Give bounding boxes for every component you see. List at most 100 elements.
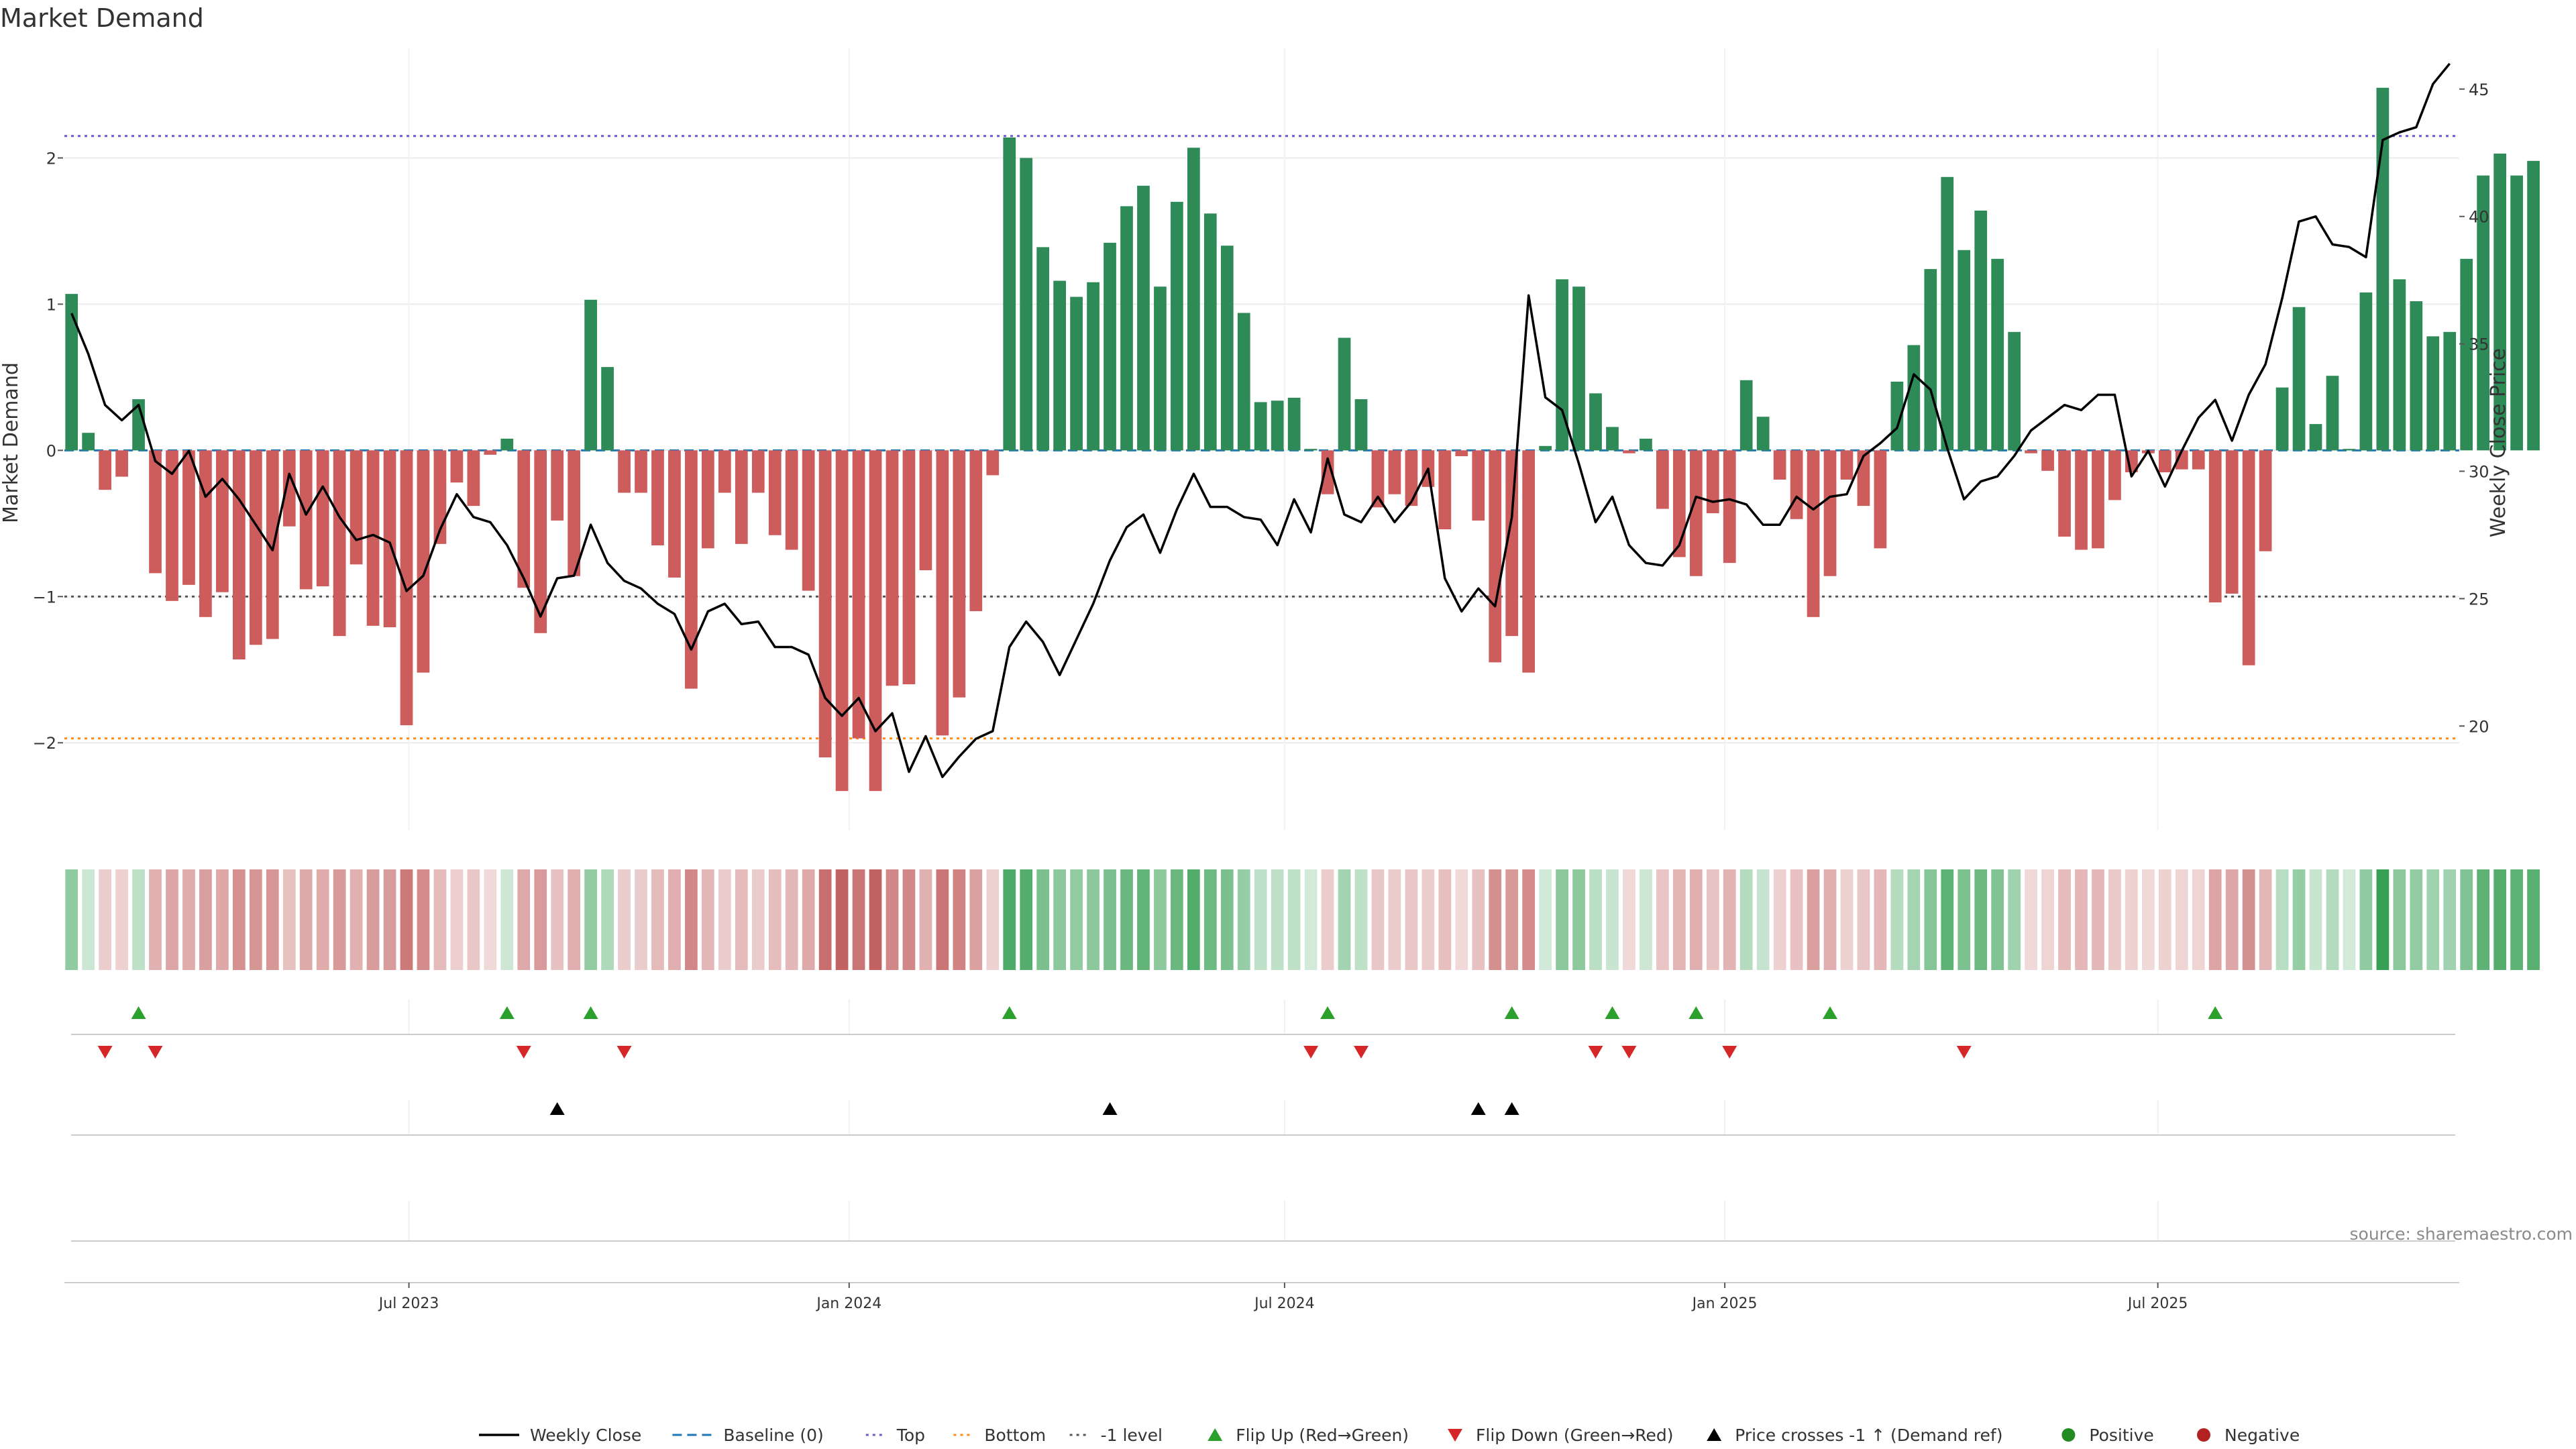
flip-up-marker — [1320, 1006, 1336, 1019]
heat-cell — [902, 869, 916, 970]
demand-bar — [869, 450, 882, 792]
heat-cell — [2025, 869, 2037, 970]
demand-bar — [2376, 87, 2390, 451]
heat-cell — [2292, 869, 2306, 970]
demand-bar — [685, 450, 698, 689]
demand-bar — [1773, 450, 1786, 480]
demand-bar — [249, 450, 262, 645]
heat-cell — [333, 869, 346, 970]
demand-bar — [1823, 450, 1837, 576]
heat-cell — [685, 869, 698, 970]
heat-cell — [2443, 869, 2457, 970]
demand-bar — [1489, 450, 1502, 663]
y2-axis-label: Weekly Close Price — [2487, 348, 2510, 537]
heat-cell — [1941, 869, 1954, 970]
flip-down-marker — [1354, 1046, 1369, 1059]
demand-bar — [2041, 450, 2054, 471]
heat-cell — [450, 869, 464, 970]
left-axis-ticks: 2 1 0 −1 −2 — [33, 149, 63, 753]
demand-bar — [500, 438, 514, 451]
heat-cell — [417, 869, 430, 970]
heat-cell — [484, 869, 497, 970]
heat-cell — [350, 869, 363, 970]
demand-bar — [1941, 176, 1954, 451]
heat-cell — [232, 869, 246, 970]
demand-bar — [635, 450, 647, 493]
demand-bar — [2275, 387, 2289, 451]
heat-cell — [1706, 869, 1719, 970]
demand-bar — [1321, 450, 1334, 494]
demand-bar — [1623, 450, 1635, 453]
demand-bar — [1020, 158, 1033, 451]
demand-bar — [651, 450, 664, 546]
heat-cell — [2275, 869, 2289, 970]
demand-bar — [2326, 376, 2339, 451]
demand-bar — [2108, 450, 2121, 500]
demand-bar — [1640, 438, 1652, 451]
demand-bar — [1237, 313, 1250, 451]
weekly-close-line — [70, 62, 2451, 778]
x-tick-label: Jan 2025 — [1691, 1295, 1758, 1312]
heat-cell — [1472, 869, 1485, 970]
heat-cell — [1924, 869, 1937, 970]
demand-bar — [2092, 450, 2104, 549]
heat-cell — [1371, 869, 1385, 970]
heat-cell — [2376, 869, 2390, 970]
heat-cell — [2259, 869, 2272, 970]
demand-bar — [2292, 307, 2306, 451]
demand-bar — [852, 450, 865, 739]
demand-bar — [2242, 450, 2255, 665]
demand-bar — [1505, 450, 1519, 637]
legend-symbol — [1448, 1429, 1462, 1442]
heat-cell — [618, 869, 631, 970]
legend-symbol — [2061, 1428, 2076, 1442]
demand-bar — [1807, 450, 1820, 617]
demand-bar — [1907, 345, 1921, 451]
heat-cell — [584, 869, 597, 970]
heat-cell — [702, 869, 714, 970]
heat-cell — [1790, 869, 1803, 970]
heat-cell — [1823, 869, 1837, 970]
heat-cell — [2092, 869, 2104, 970]
legend-label: -1 level — [1101, 1426, 1163, 1445]
y2-tick-label: 40 — [2469, 208, 2489, 227]
heat-cell — [869, 869, 882, 970]
heat-cell — [986, 869, 1000, 970]
demand-bar — [2527, 160, 2540, 451]
heat-cell — [199, 869, 212, 970]
y2-tick-label: 45 — [2469, 80, 2489, 99]
legend: Weekly Close Baseline (0) Top Bottom -1 leve… — [479, 1426, 2300, 1445]
demand-bar — [1036, 247, 1050, 451]
x-tick-label: Jul 2023 — [378, 1295, 439, 1312]
demand-bar — [551, 450, 564, 521]
heat-cell — [1890, 869, 1904, 970]
event-markers — [97, 1006, 2223, 1115]
heat-cell — [2527, 869, 2540, 970]
source-note: source: sharemaestro.com — [2350, 1224, 2573, 1244]
y-axis-label: Market Demand — [0, 362, 23, 523]
heat-cell — [1739, 869, 1753, 970]
weekly-close-line-group — [70, 62, 2451, 778]
demand-bars — [65, 87, 2540, 792]
heat-cell — [568, 869, 581, 970]
heat-cell — [2125, 869, 2138, 970]
demand-bar — [735, 450, 748, 544]
demand-bar — [601, 367, 614, 451]
demand-bar — [1656, 450, 1669, 509]
legend-symbol — [1208, 1428, 1223, 1441]
heat-cell — [2426, 869, 2440, 970]
heat-cell — [1304, 869, 1318, 970]
event-panels — [71, 1000, 2455, 1242]
demand-bar — [1104, 242, 1116, 451]
y-tick-label: −2 — [33, 734, 56, 753]
demand-bar — [1254, 402, 1267, 451]
x-tick-label: Jul 2024 — [1253, 1295, 1315, 1312]
heat-cell — [1539, 869, 1552, 970]
demand-bar — [467, 450, 480, 506]
heat-cell — [2343, 869, 2356, 970]
heat-cell — [2225, 869, 2239, 970]
heat-cell — [1589, 869, 1602, 970]
heat-cell — [2493, 869, 2506, 970]
heat-cell — [635, 869, 647, 970]
demand-bar — [1606, 427, 1619, 451]
